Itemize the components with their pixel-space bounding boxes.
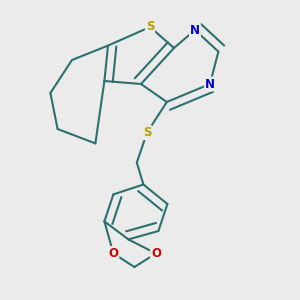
- Text: N: N: [205, 77, 215, 91]
- Text: S: S: [143, 126, 151, 139]
- Text: O: O: [108, 247, 118, 260]
- Text: S: S: [146, 20, 154, 34]
- Text: N: N: [190, 23, 200, 37]
- Text: O: O: [151, 247, 161, 260]
